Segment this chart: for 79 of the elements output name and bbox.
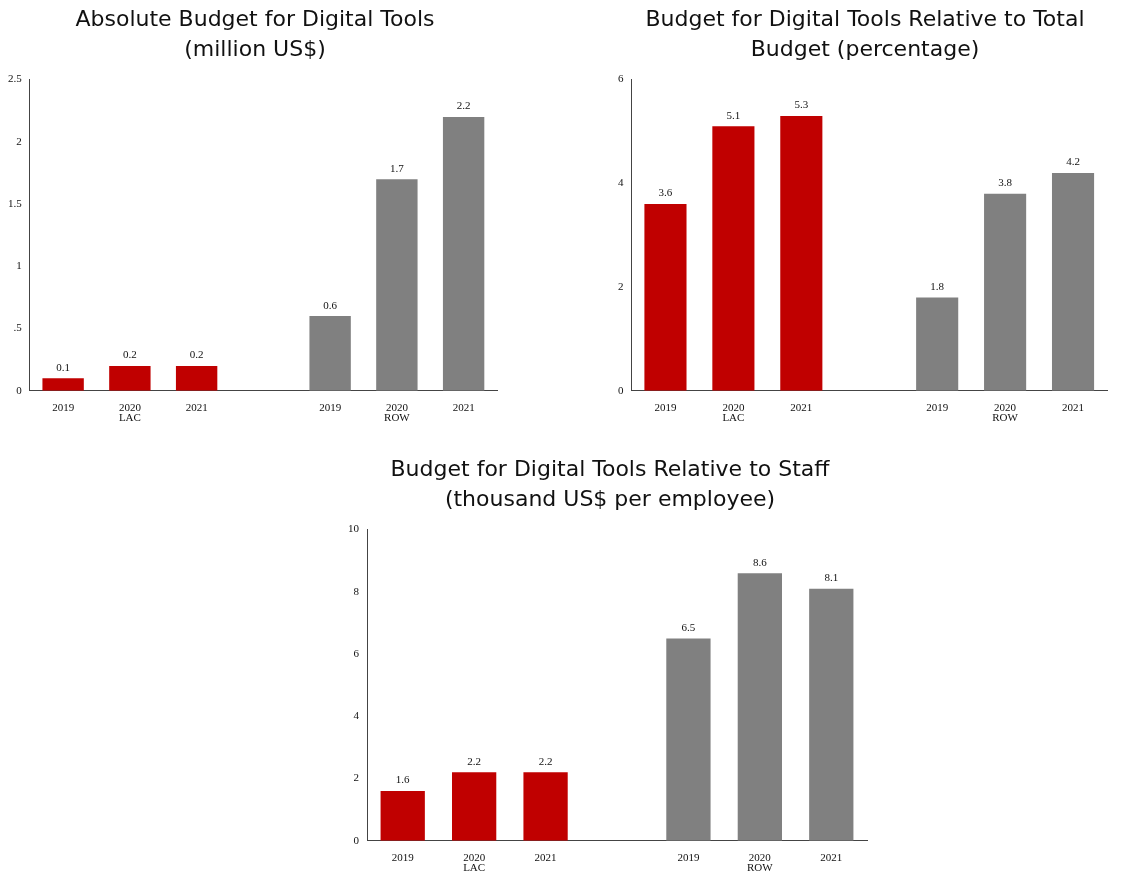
- x-tick-label: 2020: [118, 401, 142, 414]
- x-tick-label: 2020: [722, 401, 745, 414]
- y-tick-label: 6: [353, 646, 360, 659]
- x-tick-label: 2020: [994, 401, 1017, 414]
- bar: [644, 204, 687, 391]
- bar: [442, 116, 485, 391]
- y-tick-label: 4: [353, 709, 360, 722]
- x-tick-label: 2020: [385, 401, 409, 414]
- series-label: LAC: [118, 411, 141, 424]
- bar: [380, 791, 425, 841]
- x-tick-label: 2019: [654, 401, 677, 414]
- x-tick-label: 2021: [185, 401, 208, 414]
- y-tick-label: 0: [353, 833, 360, 846]
- data-label: 2.2: [538, 754, 553, 767]
- bar: [452, 772, 497, 841]
- y-tick-label: 2: [618, 279, 624, 292]
- data-label: 1.6: [395, 773, 411, 786]
- x-tick-label: 2019: [52, 401, 75, 414]
- bar: [309, 316, 351, 391]
- bar: [712, 126, 755, 391]
- data-label: 5.1: [726, 108, 741, 121]
- bar: [42, 378, 84, 391]
- y-tick-label: 6: [618, 72, 624, 85]
- data-label: 5.3: [794, 98, 809, 111]
- series-label: LAC: [463, 861, 486, 874]
- bar: [737, 573, 782, 841]
- bar: [984, 193, 1027, 391]
- bar: [1051, 172, 1095, 391]
- x-tick-label: 2019: [926, 401, 949, 414]
- bar: [916, 297, 959, 391]
- data-label: 4.2: [1066, 155, 1080, 168]
- x-tick-label: 2019: [677, 851, 700, 864]
- data-label: 8.6: [752, 555, 768, 568]
- series-label: LAC: [722, 411, 745, 424]
- x-tick-label: 2021: [452, 401, 475, 414]
- series-label: ROW: [747, 861, 774, 874]
- x-tick-label: 2020: [463, 851, 486, 864]
- series-label: ROW: [384, 411, 411, 424]
- bar: [780, 115, 823, 391]
- y-tick-label: 2.5: [8, 72, 23, 85]
- y-tick-label: 1: [16, 259, 22, 272]
- data-label: 0.6: [323, 298, 338, 311]
- y-tick-label: 0: [16, 383, 23, 396]
- x-tick-label: 2019: [319, 401, 342, 414]
- y-tick-label: 4: [618, 176, 624, 189]
- y-tick-label: 2: [16, 134, 22, 147]
- y-tick-label: 10: [348, 522, 360, 535]
- data-label: 2.2: [456, 99, 471, 112]
- bar: [109, 365, 151, 391]
- chart-title: Budget for Digital Tools Relative to Staff (thousand US$ per employee): [389, 455, 831, 513]
- series-label: ROW: [992, 411, 1019, 424]
- chart-title: Absolute Budget for Digital Tools (million US$): [74, 5, 436, 63]
- y-tick-label: 2: [353, 771, 359, 784]
- y-tick-label: 1.5: [8, 196, 23, 209]
- bar: [523, 772, 568, 841]
- bar: [809, 588, 854, 841]
- x-tick-label: 2019: [391, 851, 415, 864]
- chart-title: Budget for Digital Tools Relative to Total Budget (percentage): [644, 5, 1086, 63]
- data-label: 3.6: [658, 186, 673, 199]
- data-label: 6.5: [681, 620, 696, 633]
- x-tick-label: 2021: [790, 401, 813, 414]
- bar: [376, 179, 418, 391]
- data-label: 0.1: [56, 360, 70, 373]
- data-label: 0.2: [189, 348, 204, 361]
- data-label: 2.2: [467, 754, 482, 767]
- y-tick-label: 8: [353, 584, 360, 597]
- data-label: 1.7: [390, 161, 405, 174]
- data-label: 0.2: [123, 348, 137, 361]
- bar: [175, 365, 218, 391]
- x-tick-label: 2021: [534, 851, 557, 864]
- data-label: 3.8: [998, 176, 1013, 189]
- y-tick-label: 0: [618, 383, 624, 396]
- x-tick-label: 2021: [1062, 401, 1085, 414]
- bar: [666, 638, 711, 841]
- y-tick-label: .5: [13, 321, 23, 334]
- data-label: 1.8: [930, 279, 945, 292]
- x-tick-label: 2021: [820, 851, 843, 864]
- data-label: 8.1: [824, 571, 839, 584]
- x-tick-label: 2020: [748, 851, 772, 864]
